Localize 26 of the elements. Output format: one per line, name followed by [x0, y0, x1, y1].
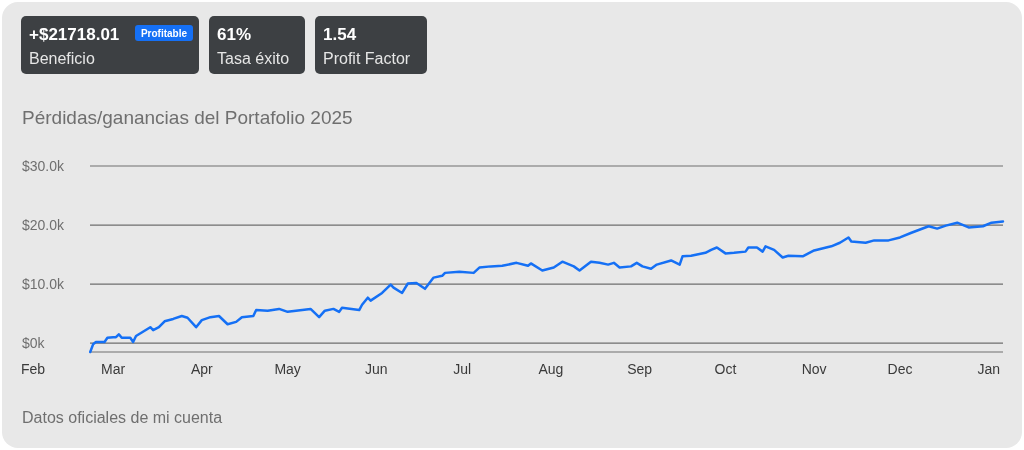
x-tick-label: Apr: [190, 361, 214, 377]
text: Datos oficiales de mi cuenta: [22, 409, 223, 426]
y-tick-label: $20.0k: [22, 216, 66, 233]
x-tick-label: Aug: [538, 361, 564, 377]
x-tick-label: Jun: [365, 361, 388, 377]
line-series: [88, 220, 1005, 354]
text: 61%: [217, 25, 252, 44]
y-tick-label: $30.0k: [22, 157, 66, 174]
text: +$21718.01: [29, 25, 120, 44]
chart-title: Pérdidas/ganancias del Portafolio 2025: [22, 107, 353, 128]
y-tick-label: $0k: [22, 335, 46, 352]
text: Profitable: [140, 28, 188, 39]
x-tick-label: Oct: [714, 361, 737, 377]
x-tick-label: Jul: [453, 361, 472, 377]
x-tick-label: Nov: [801, 361, 827, 377]
x-tick-label: Sep: [627, 361, 653, 377]
x-tick-label: Feb: [20, 361, 46, 377]
text: Beneficio: [29, 50, 95, 67]
text: 1.54: [323, 25, 357, 44]
text: Profit Factor: [323, 50, 411, 67]
x-tick-label: Dec: [887, 361, 913, 377]
y-tick-label: $10.0k: [22, 276, 66, 292]
x-tick-label: Mar: [101, 361, 126, 377]
x-tick-label: Jan: [977, 361, 1000, 377]
text: Tasa éxito: [217, 50, 290, 67]
x-tick-label: May: [274, 361, 301, 377]
